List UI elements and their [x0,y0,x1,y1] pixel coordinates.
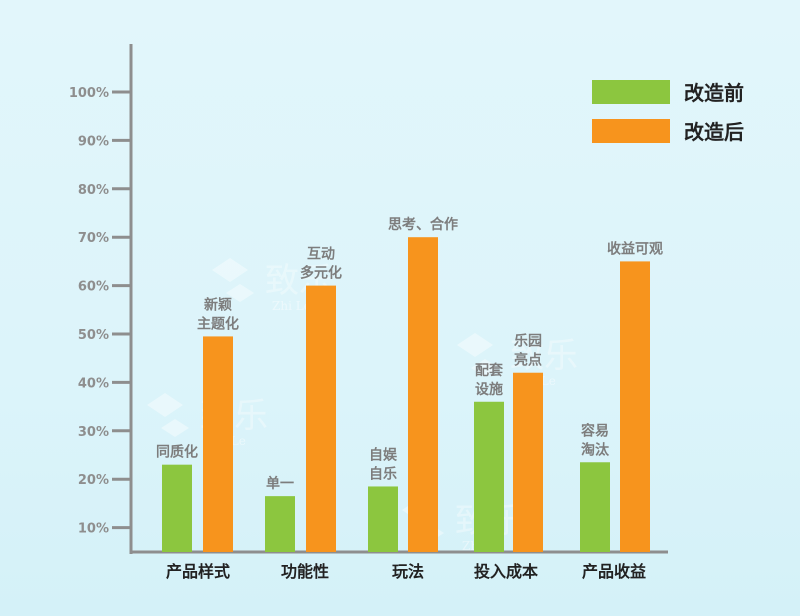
legend-label: 改造后 [684,120,744,144]
bar-annotation: 自乐 [369,465,397,482]
axes: 10% 20% 30% 40% 50% 60% 70% 80% 90% 100% [69,44,668,554]
bar-after [306,285,336,552]
legend-label: 改造前 [684,81,744,105]
bar-annotation: 单一 [266,475,294,492]
y-tick-label: 60% [78,280,109,295]
watermark-logo-icon [212,258,254,302]
x-tick-label: 投入成本 [474,562,538,581]
bar-before [162,464,192,552]
bar-annotation: 淘汰 [581,441,610,458]
bars [162,237,650,552]
watermark-text: 致乐 [510,336,578,376]
x-tick-label: 功能性 [281,562,329,581]
bar-annotation: 同质化 [156,444,198,461]
bar-after [408,237,438,552]
bar-annotation: 乐园 [514,333,542,350]
bar-annotation: 收益可观 [607,240,663,257]
y-tick-label: 80% [78,183,109,198]
legend-swatch [592,80,670,104]
bar-before [474,401,504,552]
bar-annotation: 新颖 [204,296,232,313]
y-tick-label: 90% [78,134,109,149]
legend-swatch [592,119,670,143]
bar-after [203,336,233,552]
bar-annotation: 主题化 [197,315,239,332]
bar-annotation: 自娱 [369,446,398,463]
y-tick-label: 30% [78,425,109,440]
y-tick-label: 40% [78,376,109,391]
watermark-logo-icon [457,333,499,377]
y-tick-label: 50% [78,328,109,343]
bar-annotation: 亮点 [514,352,542,369]
bar-annotation: 多元化 [300,265,342,282]
bar-annotation: 配套 [475,362,503,379]
bar-after [513,372,543,552]
y-tick-label: 10% [78,522,109,537]
bar-after [620,261,650,552]
x-tick-label: 产品收益 [582,562,646,581]
x-tick-label: 产品样式 [166,562,230,581]
watermark-latin: Zhi Le [272,299,311,313]
watermark-logo-icon [147,393,189,437]
y-tick-label: 70% [78,231,109,246]
bar-annotation: 设施 [475,381,503,398]
bar-annotation: 思考、合作 [388,216,458,233]
bar-before [580,462,610,552]
bar-annotation: 互动 [307,246,335,263]
x-tick-label: 玩法 [392,562,424,581]
bar-before [265,496,295,552]
bar-annotation: 容易 [580,422,609,439]
bar-before [368,486,398,552]
y-tick-label: 20% [78,473,109,488]
y-tick-label: 100% [69,86,109,101]
